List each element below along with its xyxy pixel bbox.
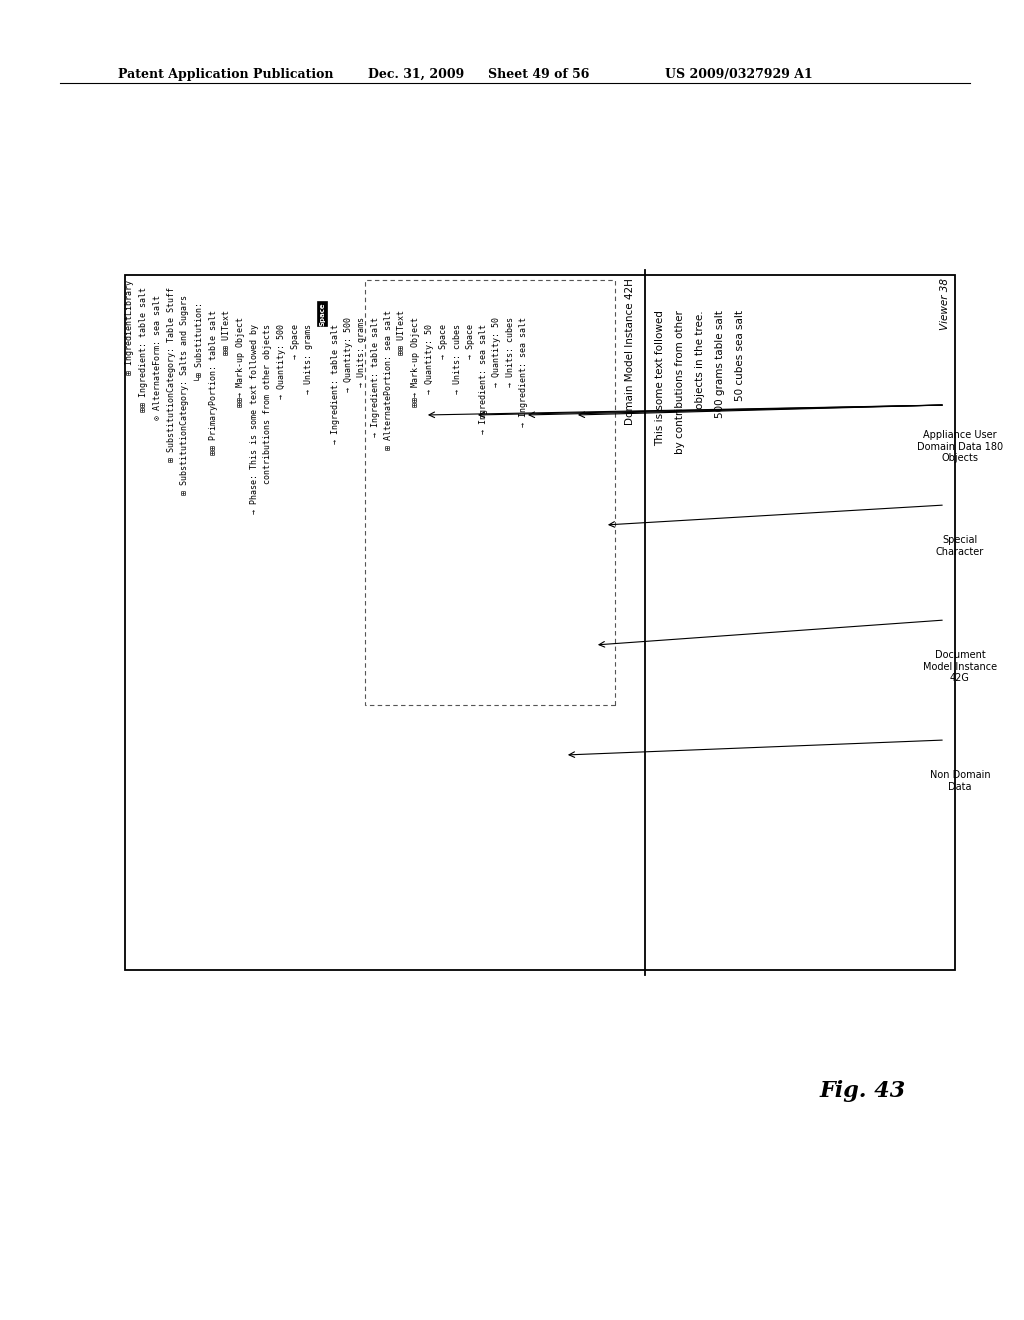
Text: Viewer 38: Viewer 38: [940, 279, 950, 330]
Polygon shape: [125, 275, 955, 970]
Text: ⊞⊞→ Mark-up Object: ⊞⊞→ Mark-up Object: [412, 317, 421, 407]
Text: └⊞ Substitution:: └⊞ Substitution:: [195, 302, 204, 383]
Text: → Ingredient: table salt: → Ingredient: table salt: [371, 317, 380, 437]
Text: → Quantity: 500: → Quantity: 500: [278, 325, 286, 400]
Text: → Quantity: 500: → Quantity: 500: [344, 317, 353, 392]
Text: Appliance User
Domain Data 180
Objects: Appliance User Domain Data 180 Objects: [916, 430, 1004, 463]
Text: → Units: cubes: → Units: cubes: [453, 325, 462, 395]
Text: → Space: → Space: [466, 325, 475, 359]
Text: ⊞⊞ UIText: ⊞⊞ UIText: [222, 310, 231, 355]
Text: US 2009/0327929 A1: US 2009/0327929 A1: [665, 69, 813, 81]
Text: → Ingredient: sea salt: → Ingredient: sea salt: [479, 325, 488, 434]
Text: contributions from other objects: contributions from other objects: [263, 325, 272, 484]
Text: → Space: → Space: [291, 325, 299, 359]
Text: ⊞ SubstitutionCategory: Table Stuff: ⊞ SubstitutionCategory: Table Stuff: [167, 288, 175, 462]
Text: 50 cubes sea salt: 50 cubes sea salt: [735, 310, 745, 401]
Text: ⊞⊞→ Mark-up Object: ⊞⊞→ Mark-up Object: [236, 317, 245, 407]
Text: → Space: → Space: [439, 325, 447, 359]
Text: Dec. 31, 2009: Dec. 31, 2009: [368, 69, 464, 81]
Text: ⊞ AlternatePortion: sea salt: ⊞ AlternatePortion: sea salt: [384, 310, 393, 450]
Text: ⊞ IngredientLibrary: ⊞ IngredientLibrary: [126, 280, 134, 375]
Text: → Ingredient: table salt: → Ingredient: table salt: [331, 325, 340, 445]
Text: 500 grams table salt: 500 grams table salt: [715, 310, 725, 418]
Text: Patent Application Publication: Patent Application Publication: [118, 69, 334, 81]
Text: by contributions from other: by contributions from other: [675, 310, 685, 454]
Text: → Quantity: 50: → Quantity: 50: [493, 317, 502, 387]
Text: ⊞⊞ PrimaryPortion: table salt: ⊞⊞ PrimaryPortion: table salt: [209, 310, 217, 454]
Text: Domain Model Instance 42H: Domain Model Instance 42H: [625, 279, 635, 425]
Text: ⊞⊞ UIText: ⊞⊞ UIText: [397, 310, 407, 355]
Text: Special
Character: Special Character: [936, 535, 984, 557]
Text: This is some text followed: This is some text followed: [655, 310, 665, 446]
Text: → Units: cubes: → Units: cubes: [506, 317, 515, 387]
Text: Document
Model Instance
42G: Document Model Instance 42G: [923, 649, 997, 684]
Polygon shape: [317, 301, 327, 326]
Text: → Phase: This is some text followed by: → Phase: This is some text followed by: [250, 325, 259, 515]
Text: objects in the tree.: objects in the tree.: [695, 310, 705, 409]
Text: Space: Space: [319, 302, 325, 326]
Text: Sheet 49 of 56: Sheet 49 of 56: [488, 69, 590, 81]
Text: Fig. 43: Fig. 43: [820, 1080, 906, 1102]
Text: ⊞⊞ Ingredient: table salt: ⊞⊞ Ingredient: table salt: [139, 288, 148, 412]
Text: → Quantity: 50: → Quantity: 50: [426, 325, 434, 395]
Text: ⊙ AlternateForm: sea salt: ⊙ AlternateForm: sea salt: [154, 294, 163, 420]
Text: → Ingredient: sea salt: → Ingredient: sea salt: [519, 317, 528, 426]
Text: → Units: grams: → Units: grams: [304, 325, 313, 395]
Text: Non Domain
Data: Non Domain Data: [930, 770, 990, 792]
Text: → Units: grams: → Units: grams: [357, 317, 367, 387]
Text: ⊞ SubstitutionCategory: Salts and Sugars: ⊞ SubstitutionCategory: Salts and Sugars: [180, 294, 189, 495]
